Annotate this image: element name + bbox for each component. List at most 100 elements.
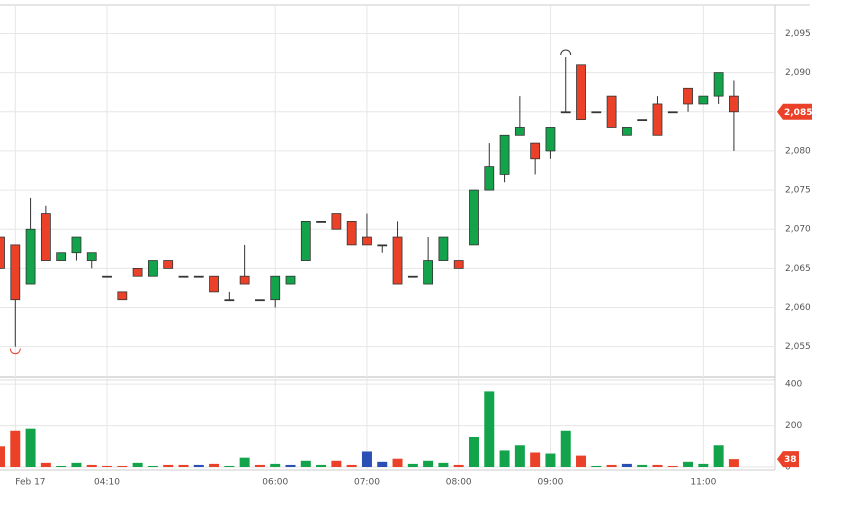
volume-bar	[56, 465, 67, 467]
candle-body	[591, 111, 602, 114]
price-badge-label: 2,085	[784, 108, 812, 118]
candle-body	[423, 260, 434, 285]
volume-bar	[728, 459, 739, 467]
candle-body	[652, 103, 663, 136]
volume-bar	[576, 455, 587, 467]
y-tick-label: 2,095	[785, 29, 811, 39]
y-tick-label: 2,070	[785, 225, 811, 235]
x-tick-label: 04:10	[94, 478, 120, 488]
volume-bar	[514, 445, 525, 467]
x-tick-label: 07:00	[354, 478, 380, 488]
candle-body	[530, 142, 541, 160]
candle-body	[132, 267, 143, 277]
x-tick-label: Feb 17	[15, 478, 45, 488]
volume-bar	[193, 464, 204, 467]
candle-body	[576, 64, 586, 121]
candle-body	[56, 252, 67, 261]
volume-bar	[10, 430, 21, 467]
candle-body	[209, 275, 219, 293]
volume-bar	[621, 463, 632, 467]
candle-body	[346, 221, 357, 246]
volume-bar	[484, 391, 495, 467]
y-tick-label: 400	[785, 380, 802, 390]
candle-body	[729, 95, 739, 113]
candle-body	[377, 244, 388, 247]
candle-body	[331, 213, 342, 230]
candle-body	[239, 275, 250, 285]
candle-body	[453, 260, 464, 269]
volume-bar	[224, 465, 235, 467]
candle-body	[560, 111, 571, 114]
candle-body	[163, 260, 174, 269]
candle-body	[683, 87, 693, 105]
candle-body	[300, 221, 311, 261]
volume-bar	[25, 428, 36, 467]
volume-bar	[71, 462, 82, 467]
volume-bar	[117, 465, 128, 467]
candle-body	[40, 213, 51, 261]
candle-body	[484, 166, 495, 191]
volume-bar	[178, 464, 189, 467]
volume-bar	[667, 465, 678, 467]
y-tick-label: 2,090	[785, 68, 811, 78]
candle-body	[713, 72, 724, 97]
candle-body	[270, 275, 281, 301]
volume-bar	[0, 446, 5, 467]
volume-bar	[698, 463, 709, 467]
volume-bar	[270, 463, 281, 467]
candle-body	[407, 275, 418, 278]
candle-body	[255, 299, 265, 302]
volume-bar	[545, 453, 556, 467]
candle-body	[637, 119, 648, 122]
candle-body	[193, 275, 204, 278]
volume-bar	[637, 464, 648, 467]
volume-bar	[147, 465, 158, 467]
y-tick-label: 2,080	[785, 146, 811, 156]
volume-bar	[102, 465, 113, 467]
candle-body	[224, 299, 235, 302]
x-tick-label: 09:00	[537, 478, 563, 488]
volume-bar	[285, 464, 296, 467]
volume-bar	[40, 462, 51, 467]
candle-body	[606, 95, 617, 128]
candle-body	[362, 236, 372, 246]
volume-bar	[438, 462, 449, 467]
volume-bar	[453, 464, 464, 467]
candle-body	[698, 95, 709, 105]
volume-bar	[560, 430, 571, 467]
x-tick-label: 11:00	[690, 478, 716, 488]
candle-body	[178, 275, 189, 278]
candle-body	[10, 244, 21, 301]
volume-bar	[254, 464, 265, 467]
volume-bar	[209, 463, 220, 467]
volume-bar	[407, 463, 418, 467]
volume-badge	[777, 451, 799, 468]
candle-body	[285, 275, 296, 285]
volume-bar	[499, 450, 510, 467]
candle-body	[392, 236, 403, 285]
candle-body	[545, 127, 556, 152]
x-tick-label: 06:00	[262, 478, 288, 488]
candle-body	[117, 291, 128, 301]
volume-bar	[530, 452, 541, 467]
y-tick-label: 2,075	[785, 186, 811, 196]
volume-bar	[163, 464, 174, 467]
volume-bar	[606, 464, 617, 467]
y-tick-label: 200	[785, 421, 802, 431]
volume-bar	[713, 445, 724, 467]
candle-body	[147, 260, 158, 277]
volume-bar	[423, 460, 434, 467]
volume-bar	[392, 458, 403, 467]
y-tick-label: 2,065	[785, 264, 811, 274]
candle-body	[499, 134, 510, 175]
candle-body	[667, 111, 678, 114]
volume-bar	[86, 464, 97, 467]
volume-bar	[316, 464, 327, 467]
volume-bar	[300, 460, 311, 467]
candle-body	[25, 228, 36, 285]
candle-body	[71, 236, 82, 254]
y-tick-label: 2,060	[785, 303, 811, 313]
y-tick-label: 0	[785, 463, 791, 473]
volume-bar	[468, 436, 479, 467]
